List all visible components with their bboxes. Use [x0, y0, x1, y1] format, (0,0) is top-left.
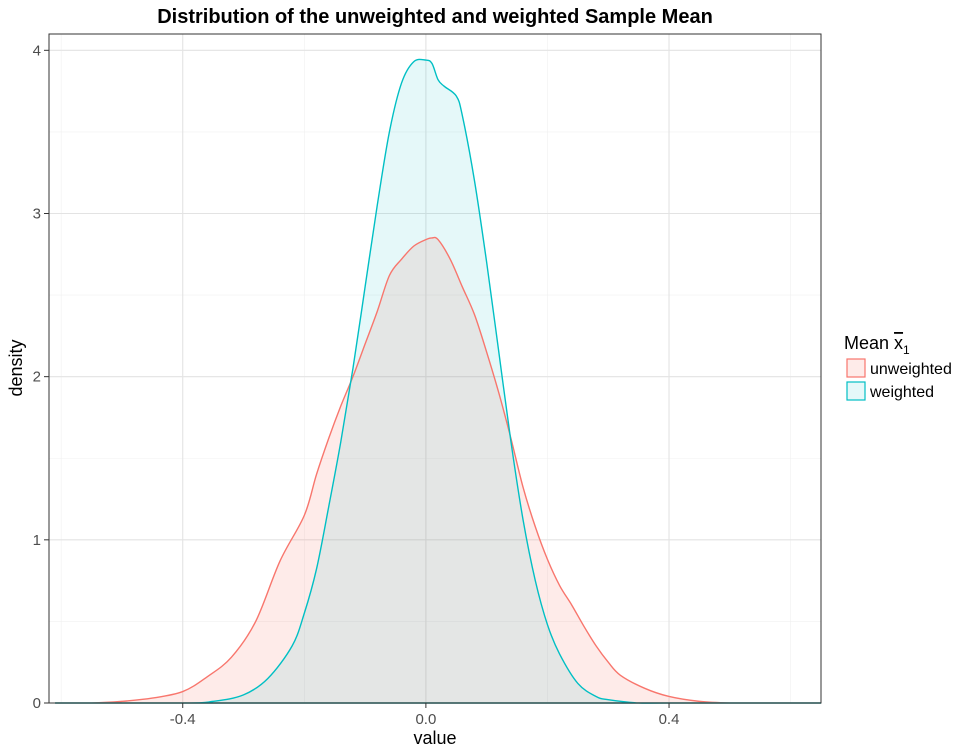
density-area-unweighted: [55, 237, 821, 704]
legend-title-symbol: x: [894, 333, 903, 353]
density-line-unweighted: [55, 236, 821, 704]
legend-key-bg: [846, 381, 866, 401]
legend-title: Mean x1: [844, 333, 910, 357]
chart-title: Distribution of the unweighted and weigh…: [157, 6, 713, 28]
density-line-weighted: [55, 58, 821, 704]
x-axis-title: value: [413, 728, 456, 748]
legend-key-unweighted: [846, 358, 866, 378]
y-axis-ticks: 0 1 2 3 4: [33, 42, 49, 712]
legend-label-unweighted: unweighted: [870, 361, 952, 378]
y-tick-label: 2: [33, 369, 41, 386]
x-tick-label: 0.4: [659, 711, 680, 728]
legend: Mean x1 unweighted weighted: [844, 333, 952, 401]
y-axis-title: density: [6, 339, 26, 396]
legend-key-weighted: [846, 381, 866, 401]
y-tick-label: 3: [33, 205, 41, 222]
x-tick-label: -0.4: [170, 711, 196, 728]
plot-panel: [49, 34, 821, 703]
x-axis-ticks: -0.4 0.0 0.4: [170, 703, 680, 728]
legend-label-weighted: weighted: [869, 384, 934, 401]
x-tick-label: 0.0: [415, 711, 436, 728]
y-tick-label: 4: [33, 42, 41, 59]
grid-lines: [49, 34, 821, 704]
density-series: [55, 58, 821, 704]
legend-title-subscript: 1: [903, 343, 910, 357]
plot-panel-border: [48, 33, 822, 704]
density-area-weighted: [55, 59, 821, 704]
y-tick-label: 1: [33, 532, 41, 549]
legend-key-bg: [846, 358, 866, 378]
y-tick-label: 0: [33, 695, 41, 712]
legend-title-main: Mean: [844, 333, 894, 353]
